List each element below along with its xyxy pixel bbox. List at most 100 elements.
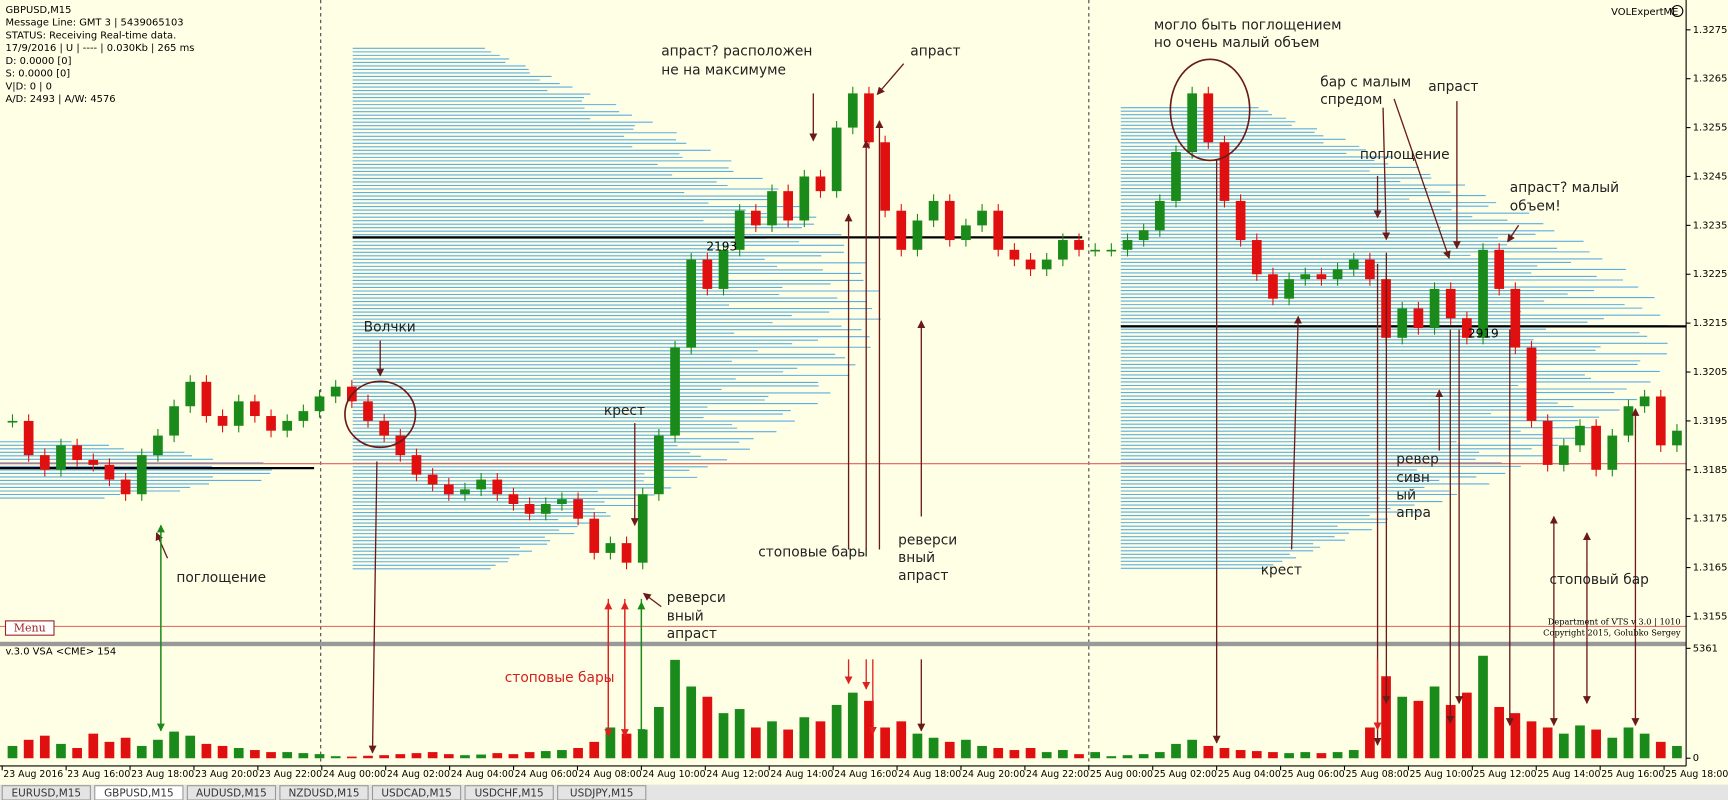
volume-bar: [977, 745, 987, 759]
volume-tick-label: 0: [1693, 753, 1699, 764]
volume-bar: [1074, 754, 1084, 759]
volume-bar: [153, 739, 163, 759]
menu-label[interactable]: Menu: [14, 622, 46, 635]
tab[interactable]: [464, 785, 554, 800]
candle-body: [524, 504, 535, 514]
volume-bar: [1445, 704, 1456, 759]
volume-bar: [266, 752, 276, 759]
candle-body: [1251, 240, 1262, 275]
candle-body: [104, 464, 115, 480]
x-tick-label: 24 Aug 16:00: [834, 769, 897, 780]
volume-bar: [1090, 752, 1101, 759]
candle-body: [1058, 240, 1068, 260]
candle-body: [1025, 259, 1036, 270]
arrow: [1382, 107, 1391, 241]
x-tick-label: 25 Aug 12:00: [1473, 769, 1536, 780]
volume-bar: [557, 750, 567, 759]
candle-body: [1348, 259, 1359, 270]
volume-bar: [120, 737, 131, 759]
tab-label[interactable]: USDCAD,M15: [381, 787, 451, 799]
candle-body: [169, 406, 179, 436]
arrow: [876, 63, 905, 96]
candle-body: [363, 401, 373, 421]
volume-bar: [880, 727, 890, 759]
volume-bar: [476, 754, 486, 759]
volume-bar: [896, 721, 907, 759]
annotation: апраст: [1428, 79, 1478, 95]
candle-body: [880, 142, 890, 211]
candle-body: [1171, 152, 1181, 201]
candle-body: [1332, 269, 1343, 280]
volume-bar: [1429, 686, 1440, 759]
x-tick-label: 24 Aug 08:00: [579, 769, 642, 780]
candle-body: [1639, 396, 1650, 407]
candle-body: [1575, 425, 1585, 446]
tab[interactable]: [557, 785, 647, 800]
volume-bar: [961, 739, 971, 759]
candle-body: [1316, 274, 1327, 280]
annotation: ревер: [1396, 451, 1439, 467]
volume-bar: [944, 741, 955, 759]
candle-body: [201, 381, 212, 417]
candles: [7, 86, 1682, 570]
candle-body: [815, 176, 826, 192]
candle-body: [1219, 142, 1230, 201]
info-line: GBPUSD,M15: [6, 5, 72, 16]
arrows: [155, 63, 1640, 754]
candle-body: [961, 225, 971, 241]
volume-bar: [767, 721, 777, 759]
tab[interactable]: [371, 785, 462, 800]
y-tick-label: 1.3255: [1693, 123, 1728, 134]
candle-body: [330, 386, 341, 397]
annotation: спредом: [1320, 92, 1382, 108]
tab-label[interactable]: USDJPY,M15: [570, 787, 634, 799]
annotation: апраст? расположен: [661, 44, 812, 60]
volume-bar: [1526, 721, 1537, 759]
tab-label[interactable]: GBPUSD,M15: [104, 787, 174, 799]
y-tick-label: 1.3215: [1693, 318, 1728, 329]
x-tick-label: 25 Aug 08:00: [1346, 769, 1409, 780]
candle-body: [72, 445, 82, 461]
tab-label[interactable]: AUDUSD,M15: [196, 787, 267, 799]
annotation: апраст? малый: [1510, 180, 1619, 196]
volume-bar: [250, 750, 260, 759]
candle-body: [395, 435, 406, 456]
volume-bar: [395, 754, 406, 759]
arrow: [155, 532, 169, 559]
x-tick-label: 25 Aug 02:00: [1154, 769, 1217, 780]
candle-body: [928, 200, 939, 221]
candle-body: [379, 420, 390, 436]
tab[interactable]: [186, 785, 277, 800]
candle-body: [1122, 240, 1133, 250]
tab[interactable]: [94, 785, 184, 800]
volume-bar: [379, 755, 390, 759]
volume-bar: [670, 659, 680, 759]
tab-label[interactable]: EURUSD,M15: [12, 787, 82, 799]
annotations: Волчкипоглощениекрестреверсивныйапрастст…: [176, 17, 1649, 686]
tab[interactable]: [1, 785, 91, 800]
info-panel: GBPUSD,M15 Message Line: GMT 3 | 54390651…: [6, 5, 195, 105]
y-tick-label: 1.3245: [1693, 171, 1728, 182]
candle-body: [1429, 288, 1440, 329]
volume-bar: [1655, 741, 1666, 759]
x-tick-label: 25 Aug 00:00: [1090, 769, 1153, 780]
tab[interactable]: [279, 785, 369, 800]
volume-tick-label: 5361: [1693, 643, 1718, 654]
volume-bar: [1058, 750, 1068, 759]
candle-body: [136, 455, 147, 495]
tab-label[interactable]: NZDUSD,M15: [288, 787, 359, 799]
info-line: 17/9/2016 | U | ---- | 0.030Kb | 265 ms: [6, 43, 195, 54]
volume-bar: [686, 686, 697, 759]
symbol-tabs: EURUSD,M15 GBPUSD,M15 AUDUSD,M15 NZDUSD,M15…: [1, 785, 647, 800]
tab-label[interactable]: USDCHF,M15: [475, 787, 544, 799]
candle-body: [1154, 200, 1165, 231]
volume-bar: [702, 696, 713, 759]
y-tick-label: 1.3165: [1693, 563, 1728, 574]
candle-body: [573, 499, 583, 519]
highlight-circle: [344, 380, 417, 449]
x-tick-label: 25 Aug 14:00: [1537, 769, 1600, 780]
candle-body: [1284, 279, 1294, 299]
menu-button[interactable]: [4, 620, 55, 636]
volume-bar: [1300, 752, 1311, 759]
candle-body: [1510, 288, 1521, 348]
